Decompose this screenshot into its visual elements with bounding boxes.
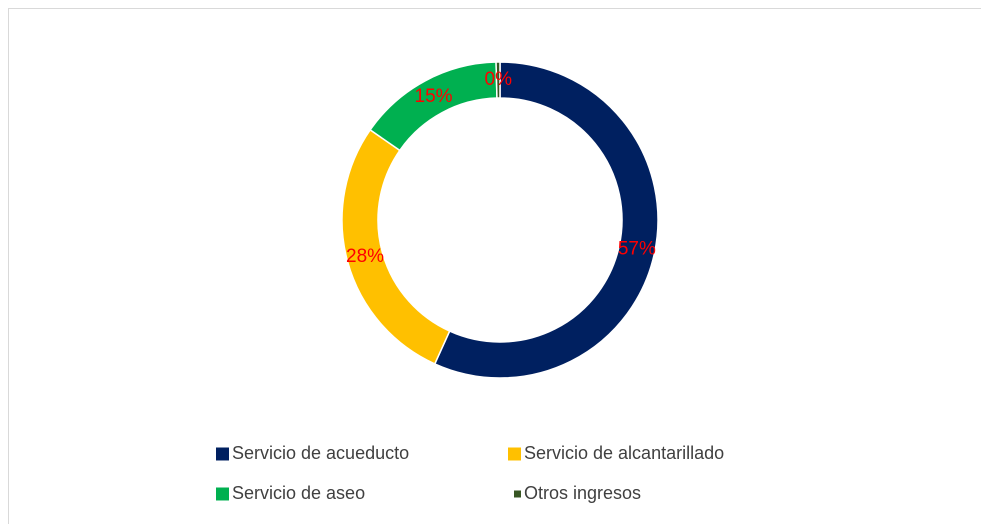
legend-label: Servicio de acueducto: [232, 443, 409, 463]
data-label: 57%: [618, 239, 656, 260]
legend-swatch: [216, 447, 229, 461]
legend-swatch: [508, 447, 521, 461]
data-label: 28%: [346, 246, 384, 267]
legend-label: Servicio de aseo: [232, 483, 365, 503]
legend-label: Otros ingresos: [524, 483, 641, 503]
legend-label: Servicio de alcantarillado: [524, 443, 724, 463]
legend-swatch: [514, 490, 521, 498]
donut-slice: [433, 61, 659, 379]
donut-slice: [495, 61, 501, 99]
data-label: 0%: [485, 69, 513, 90]
data-label: 15%: [415, 86, 453, 107]
legend-swatch: [216, 487, 229, 501]
